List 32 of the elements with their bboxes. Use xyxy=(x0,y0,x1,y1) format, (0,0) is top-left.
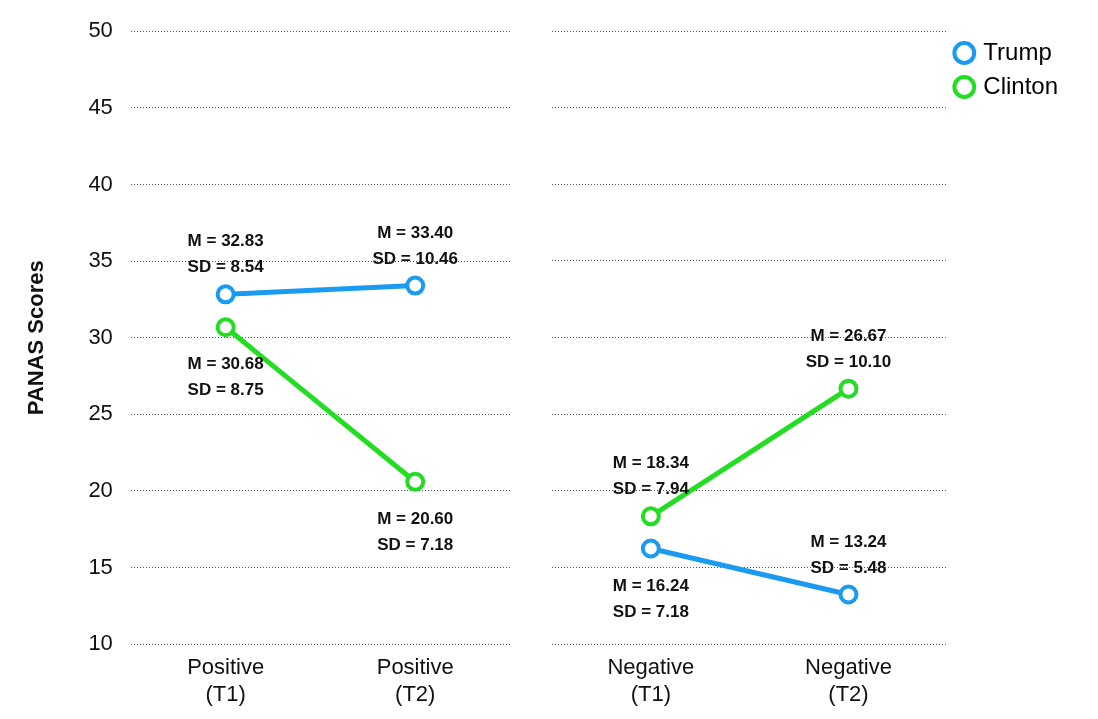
annotation: M = 32.83 SD = 8.54 xyxy=(187,231,265,277)
annotation: M = 18.34 SD = 7.94 xyxy=(612,453,690,499)
point xyxy=(215,317,236,338)
x-tick-label: Negative (T2) xyxy=(805,654,892,706)
point xyxy=(640,538,661,559)
y-tick-label: 40 xyxy=(88,170,113,196)
x-tick-label: Positive (T1) xyxy=(187,654,265,706)
annotation: M = 13.24 SD = 5.48 xyxy=(810,531,888,577)
annotation: M = 20.60 SD = 7.18 xyxy=(377,508,454,554)
annotation: M = 30.68 SD = 8.75 xyxy=(187,354,264,400)
point xyxy=(405,471,426,492)
legend-label: Clinton xyxy=(983,71,1059,99)
y-tick-label: 10 xyxy=(88,630,113,656)
y-tick-label: 25 xyxy=(88,400,113,426)
annotation: M = 26.67 SD = 10.10 xyxy=(805,325,892,371)
y-tick-label: 30 xyxy=(88,323,113,349)
x-tick-label: Negative (T1) xyxy=(607,654,695,706)
point xyxy=(838,378,859,399)
y-tick-label: 45 xyxy=(88,93,113,119)
y-tick-label: 20 xyxy=(88,477,113,503)
point xyxy=(838,584,859,605)
point xyxy=(640,506,661,527)
annotation: M = 33.40 SD = 10.46 xyxy=(372,222,458,268)
point xyxy=(405,275,426,296)
y-tick-label: 15 xyxy=(88,553,113,579)
point xyxy=(215,284,236,305)
y-tick-label: 50 xyxy=(88,17,113,43)
y-tick-label: 35 xyxy=(88,247,113,273)
x-tick-label: Positive (T2) xyxy=(376,654,454,706)
y-axis-title: PANAS Scores xyxy=(23,260,49,416)
annotation: M = 16.24 SD = 7.18 xyxy=(612,575,690,621)
legend-label: Trump xyxy=(983,37,1052,65)
